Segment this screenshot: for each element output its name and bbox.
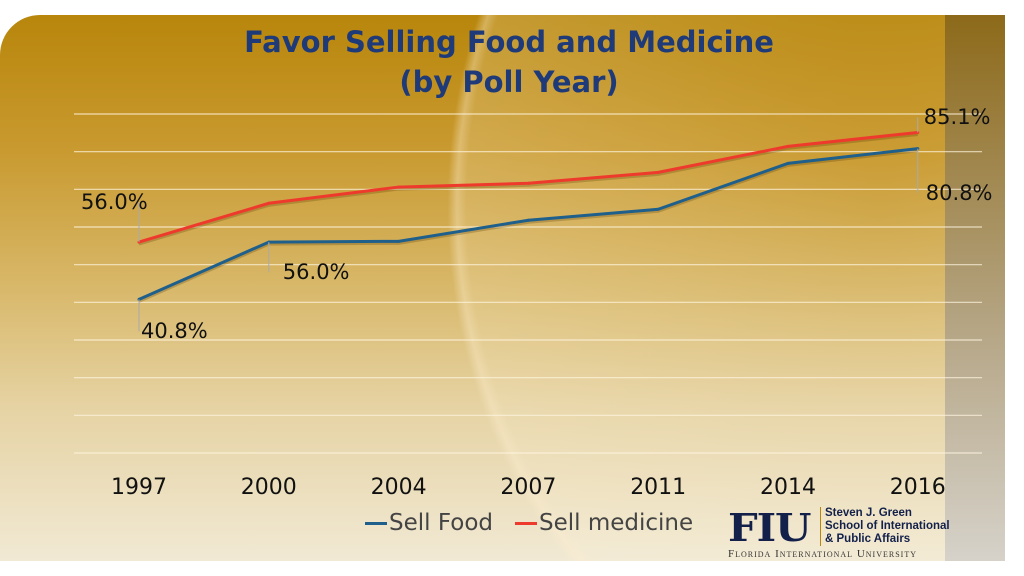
series-shadow <box>138 149 918 303</box>
x-tick-label: 1997 <box>111 475 167 500</box>
data-label: 40.8% <box>141 319 208 344</box>
legend-item-sell-food: Sell Food <box>365 510 493 536</box>
x-tick-label: 2014 <box>760 475 816 500</box>
school-line: School of International <box>825 520 950 532</box>
x-tick-label: 2011 <box>630 475 686 500</box>
university-text: Florida International University <box>728 548 917 560</box>
school-name: Steven J. Green School of International … <box>820 507 950 546</box>
legend-swatch <box>515 521 537 525</box>
legend-label: Sell Food <box>389 510 493 536</box>
school-line: Steven J. Green <box>825 507 912 519</box>
data-point <box>656 170 660 174</box>
x-tick-label: 2016 <box>890 475 946 500</box>
data-point <box>786 144 790 148</box>
data-point <box>397 185 401 189</box>
chart-title: Favor Selling Food and Medicine (by Poll… <box>0 22 1018 102</box>
data-label: 85.1% <box>923 105 991 130</box>
title-line: Favor Selling Food and Medicine <box>244 25 774 59</box>
x-tick-label: 2000 <box>241 475 297 500</box>
school-line: & Public Affairs <box>825 533 911 545</box>
data-label: 56.0% <box>282 260 350 285</box>
logo-mark: FIU <box>728 505 811 550</box>
data-point <box>526 218 530 222</box>
data-point <box>786 161 790 165</box>
subtitle-line: (by Poll Year) <box>399 65 619 99</box>
legend-label: Sell medicine <box>539 510 694 536</box>
series-shadow <box>138 132 918 246</box>
background-band <box>945 15 1005 561</box>
x-tick-label: 2007 <box>500 475 556 500</box>
data-point <box>656 207 660 211</box>
data-point <box>267 201 271 205</box>
data-label: 80.8% <box>925 180 993 205</box>
data-label: 56.0% <box>81 190 148 215</box>
legend: Sell Food Sell medicine <box>365 510 693 536</box>
fiu-logo: FIU Steven J. Green School of Internatio… <box>728 506 960 562</box>
legend-item-sell-medicine: Sell medicine <box>515 510 693 536</box>
university-name: Florida International University <box>728 548 917 561</box>
data-point <box>526 181 530 185</box>
x-tick-label: 2004 <box>371 475 427 500</box>
series-line-sell-food <box>138 147 918 301</box>
data-point <box>397 239 401 243</box>
legend-swatch <box>365 521 387 525</box>
series-line-sell-medicine <box>138 130 918 244</box>
